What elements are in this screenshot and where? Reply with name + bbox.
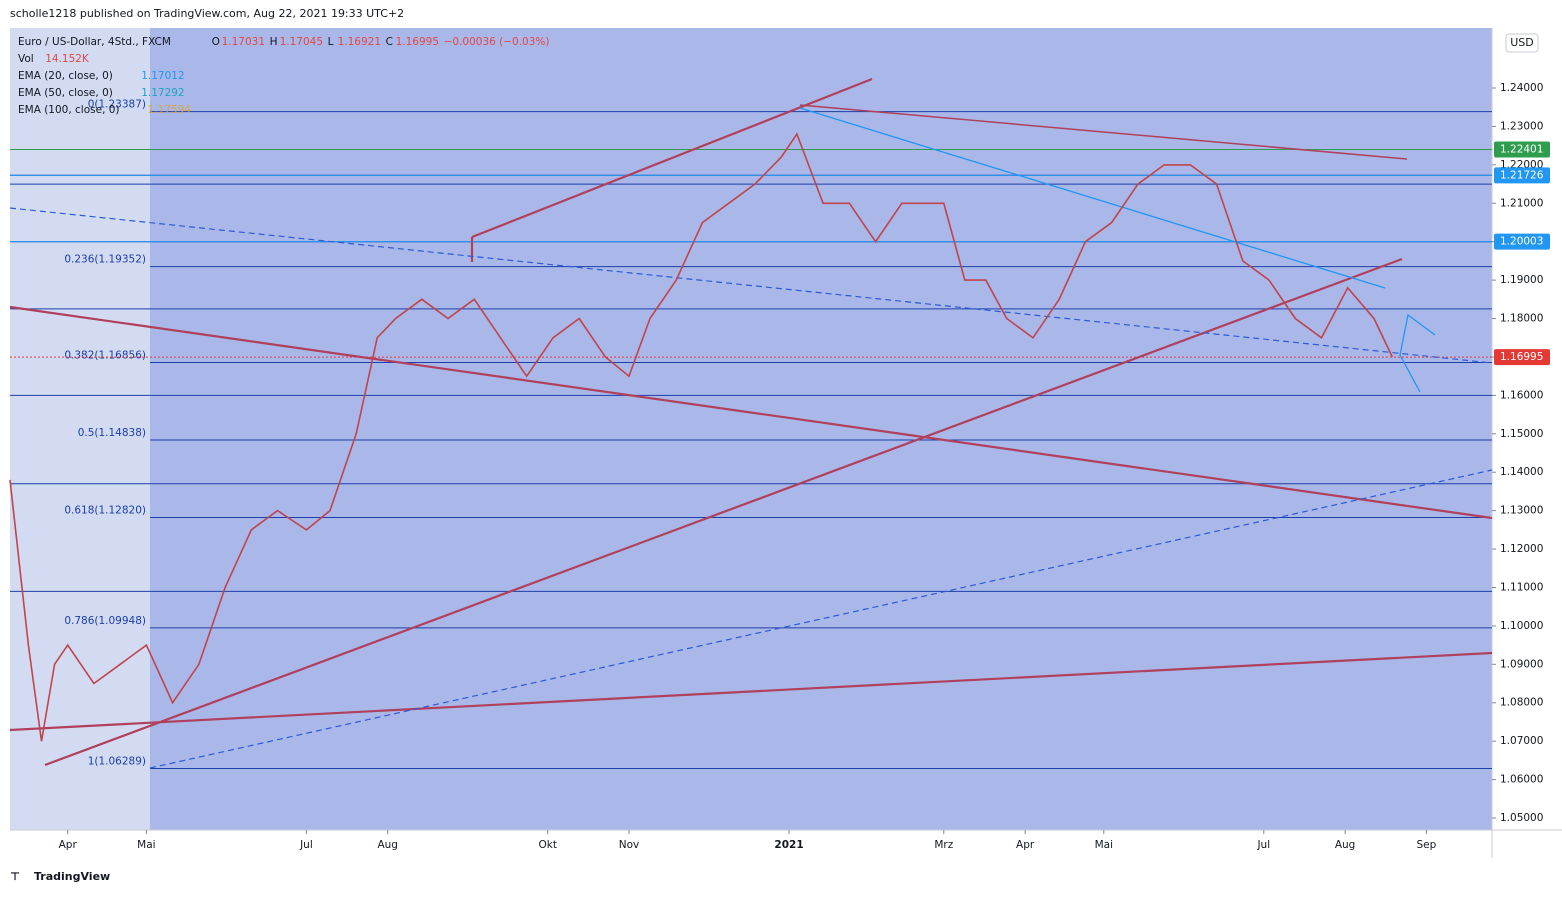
y-tick-label: 1.08000 xyxy=(1500,697,1543,709)
trendline xyxy=(799,107,1386,289)
currency: USD xyxy=(1510,36,1534,49)
ohlc-value: 1.16921 xyxy=(338,36,381,48)
x-tick-label: Apr xyxy=(59,839,78,851)
x-tick-label: Mrz xyxy=(934,839,953,851)
indicator-value: 1.17012 xyxy=(141,70,184,82)
price-label: 1.21726 xyxy=(1500,169,1544,181)
trendline xyxy=(9,207,1493,364)
y-tick-label: 1.06000 xyxy=(1500,774,1543,786)
y-tick-label: 1.14000 xyxy=(1500,466,1543,478)
x-tick-label: Jul xyxy=(299,839,313,851)
x-tick-label: Jul xyxy=(1256,839,1270,851)
ohlc-value: 1.16995 xyxy=(396,36,439,48)
marks xyxy=(9,132,1394,742)
x-tick-label: Apr xyxy=(1016,839,1035,851)
x-tick-label: Aug xyxy=(377,839,398,851)
trendline xyxy=(799,104,1408,160)
fib-label: 0.236(1.19352) xyxy=(64,254,146,266)
y-tick-label: 1.07000 xyxy=(1500,735,1543,747)
x-tick-label: Nov xyxy=(619,839,640,851)
levels: 0(1.23387) 0.236(1.19352) 0.382(1.16856) 0.… xyxy=(10,99,1492,769)
y-tick-label: 1.19000 xyxy=(1500,274,1543,286)
y-tick-label: 1.15000 xyxy=(1500,428,1543,440)
x-tick-label: Aug xyxy=(1335,839,1356,851)
price-label: 1.16995 xyxy=(1500,351,1543,363)
indicator-value: 1.17292 xyxy=(141,87,184,99)
trendline xyxy=(149,469,1493,769)
y-tick-label: 1.18000 xyxy=(1500,313,1543,325)
y-tick-label: 1.23000 xyxy=(1500,120,1543,132)
price-badge xyxy=(1494,233,1550,250)
fib-label: 0.618(1.12820) xyxy=(64,505,146,517)
y-tick-label: 1.16000 xyxy=(1500,389,1543,401)
indicator-value: 1.17594 xyxy=(148,104,192,116)
fib-label: 0.382(1.16856) xyxy=(64,349,146,361)
indicator-name: EMA (20, close, 0) xyxy=(18,70,113,82)
y-tick-label: 1.05000 xyxy=(1500,812,1543,824)
price-label: 1.20003 xyxy=(1500,236,1543,248)
price-badge xyxy=(1494,349,1550,366)
chart-title: Euro / US-Dollar, 4Std., FXCM xyxy=(18,36,171,48)
x-tick-label: Mai xyxy=(137,839,155,851)
ohlc-value: 1.17045 xyxy=(280,36,323,48)
ohlc-label: L xyxy=(328,36,334,48)
x-tick-label: Sep xyxy=(1417,839,1437,851)
y-tick-label: 1.24000 xyxy=(1500,82,1543,94)
ohlc-label: H xyxy=(270,36,278,48)
price-badge xyxy=(1494,141,1550,158)
y-tick-label: 1.12000 xyxy=(1500,543,1543,555)
brand-logo: ⊤ xyxy=(10,870,20,883)
y-tick-label: 1.10000 xyxy=(1500,620,1543,632)
price-line-series xyxy=(9,132,1394,742)
indicator-name: EMA (100, close, 0) xyxy=(18,104,120,116)
price-label: 1.22401 xyxy=(1500,143,1543,155)
y-tick-label: 1.21000 xyxy=(1500,197,1543,209)
ohlc-value: 1.17031 xyxy=(222,36,265,48)
y-tick-label: 1.09000 xyxy=(1500,658,1543,670)
publisher: scholle1218 published on TradingView.com… xyxy=(10,7,404,20)
y-tick-label: 1.11000 xyxy=(1500,581,1543,593)
change: −0.00036 (−0.03%) xyxy=(444,36,550,48)
fib-label: 0(1.23387) xyxy=(88,99,146,111)
trendline xyxy=(44,257,1403,767)
x-tick-label: Mai xyxy=(1095,839,1113,851)
x-tick-label: Okt xyxy=(538,839,556,851)
arrow xyxy=(1399,313,1436,356)
fib-label: 0.5(1.14838) xyxy=(78,427,146,439)
trendline xyxy=(9,651,1493,732)
price-badge xyxy=(1494,167,1550,184)
fib-zone xyxy=(150,28,1492,830)
ohlc-label: C xyxy=(386,36,393,48)
x-tick-label: 2021 xyxy=(774,839,803,851)
trendline xyxy=(9,305,1493,520)
ohlc-label: O xyxy=(212,36,220,48)
currency-box xyxy=(1505,33,1539,53)
y-tick-label: 1.13000 xyxy=(1500,505,1543,517)
fib-label: 1(1.06289) xyxy=(88,755,146,767)
arrow xyxy=(1399,354,1421,393)
brand: TradingView xyxy=(34,870,110,883)
trendlines xyxy=(9,77,1493,769)
fib-label: 0.786(1.09948) xyxy=(64,615,146,627)
indicator-name: EMA (50, close, 0) xyxy=(18,87,113,99)
indicator-value: 14.152K xyxy=(45,53,90,65)
indicator-name: Vol xyxy=(18,53,34,65)
